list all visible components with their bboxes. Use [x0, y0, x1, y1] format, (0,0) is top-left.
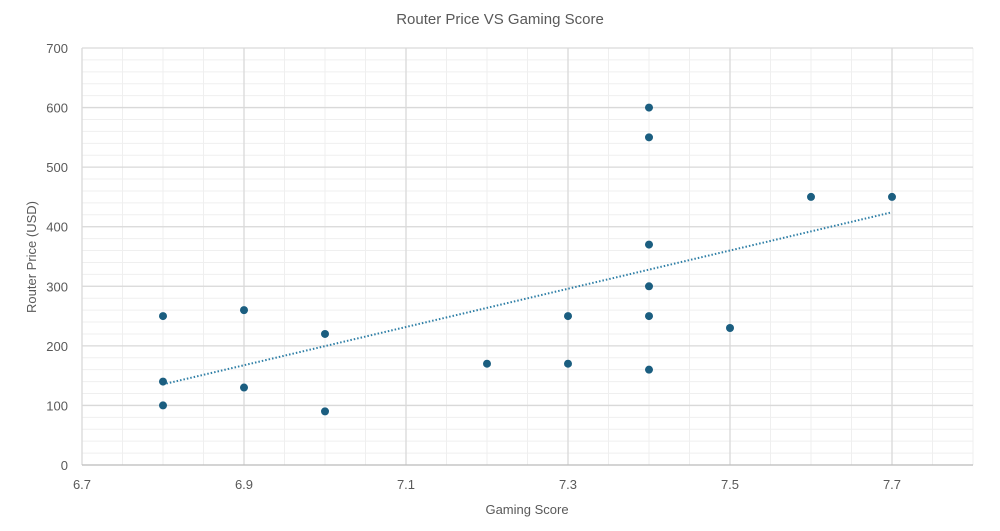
x-axis-label: Gaming Score [485, 502, 568, 517]
y-tick-label: 300 [46, 279, 68, 294]
data-point [645, 103, 653, 112]
trendline-group [162, 211, 893, 386]
data-point [321, 407, 329, 416]
data-point [645, 365, 653, 374]
data-point [240, 306, 248, 315]
data-point [888, 192, 896, 201]
data-point [240, 383, 248, 392]
data-point [726, 323, 734, 332]
data-point [807, 192, 815, 201]
y-tick-label: 500 [46, 160, 68, 175]
y-tick-label: 0 [61, 458, 68, 473]
data-point [645, 282, 653, 291]
y-tick-label: 200 [46, 339, 68, 354]
x-tick-label: 7.1 [397, 477, 415, 492]
data-point [645, 312, 653, 321]
gridlines [81, 47, 974, 466]
chart-title: Router Price VS Gaming Score [396, 11, 604, 28]
data-point [483, 359, 491, 368]
data-point [564, 359, 572, 368]
data-point [321, 329, 329, 338]
y-tick-label: 100 [46, 398, 68, 413]
trendline [162, 211, 893, 386]
data-point [645, 240, 653, 249]
x-tick-label: 7.3 [559, 477, 577, 492]
y-axis-label: Router Price (USD) [24, 201, 39, 313]
x-tick-label: 7.5 [721, 477, 739, 492]
x-tick-label: 6.9 [235, 477, 253, 492]
tick-labels: 0 100 200 300 400 500 600 700 6.7 6.9 7.1 7.3 7.5 7.7 [46, 41, 901, 492]
x-tick-label: 7.7 [883, 477, 901, 492]
data-points [159, 103, 896, 416]
y-tick-label: 400 [46, 220, 68, 235]
data-point [159, 312, 167, 321]
data-point [564, 312, 572, 321]
x-tick-label: 6.7 [73, 477, 91, 492]
y-tick-label: 600 [46, 101, 68, 116]
data-point [159, 401, 167, 410]
y-tick-label: 700 [46, 41, 68, 56]
data-point [645, 133, 653, 142]
data-point [159, 377, 167, 386]
